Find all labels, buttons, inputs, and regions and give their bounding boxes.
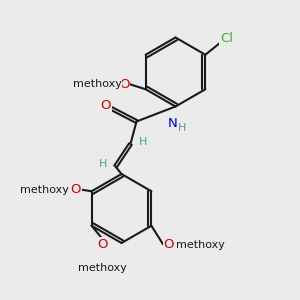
Text: H: H (99, 159, 107, 169)
Text: O: O (119, 77, 130, 91)
Text: O: O (163, 238, 174, 251)
Text: methoxy: methoxy (20, 184, 68, 195)
Text: O: O (70, 183, 81, 196)
Text: methoxy: methoxy (176, 239, 224, 250)
Text: methoxy: methoxy (73, 79, 122, 89)
Text: H: H (178, 123, 187, 134)
Text: H: H (139, 136, 147, 147)
Text: methoxy: methoxy (78, 262, 127, 273)
Text: Cl: Cl (220, 32, 233, 45)
Text: N: N (168, 117, 177, 130)
Text: O: O (100, 99, 111, 112)
Text: O: O (97, 238, 108, 251)
